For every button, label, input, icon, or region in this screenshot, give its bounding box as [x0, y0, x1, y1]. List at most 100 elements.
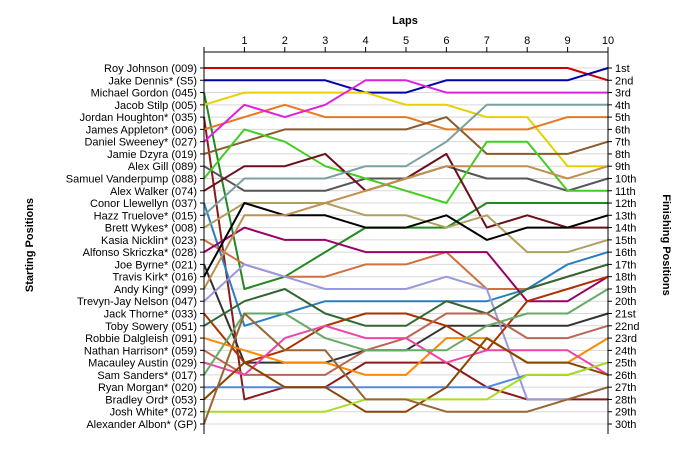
lap-tick-label: 3	[322, 35, 328, 47]
starting-label: Jamie Dzyra (019)	[107, 149, 197, 161]
series-line-18	[203, 202, 609, 278]
finishing-label: 30th	[615, 419, 636, 431]
starting-label: Jacob Stilp (005)	[114, 100, 197, 112]
starting-label: Ryan Morgan* (020)	[98, 382, 197, 394]
series-line-6	[203, 103, 608, 131]
starting-label: Travis Kirk* (016)	[112, 272, 197, 284]
series-line-10	[203, 128, 608, 204]
starting-label: James Appleton* (006)	[86, 124, 197, 136]
finishing-label: 8th	[615, 149, 630, 161]
lap-tick-label: 7	[484, 35, 490, 47]
finishing-label: 14th	[615, 223, 636, 235]
lap-tick-label: 2	[282, 35, 288, 47]
lap-tick-labels: 1 2 3 4 5 6 7 8 9 10	[241, 35, 614, 47]
finishing-label: 3rd	[615, 88, 631, 100]
lap-tick-label: 4	[363, 35, 369, 47]
starting-label: Trevyn-Jay Nelson (047)	[77, 296, 197, 308]
series-layer	[203, 67, 609, 425]
series-line-26	[203, 288, 609, 376]
axes	[200, 47, 612, 434]
starting-label: Alex Walker (074)	[110, 186, 197, 198]
series-line-16	[203, 226, 609, 303]
finishing-label: 29th	[615, 407, 636, 419]
finishing-label: 20th	[615, 296, 636, 308]
starting-label: Robbie Dalgleish (091)	[85, 333, 197, 345]
starting-label: Samuel Vanderpump (088)	[66, 173, 197, 185]
starting-label: Josh White* (072)	[110, 407, 197, 419]
series-line-19	[203, 165, 609, 290]
lap-tick-label: 1	[241, 35, 247, 47]
starting-label: Michael Gordon (045)	[91, 88, 197, 100]
grid-lines	[204, 67, 608, 425]
starting-label: Roy Johnson (009)	[104, 63, 197, 75]
starting-label: Alexander Albon* (GP)	[86, 419, 197, 431]
right-axis-title: Finishing Positions	[660, 194, 672, 295]
lap-tick-label: 8	[524, 35, 530, 47]
finishing-label: 23rd	[615, 333, 637, 345]
starting-label: Sam Sanders* (017)	[97, 370, 197, 382]
series-line-22	[203, 263, 609, 327]
finishing-label: 25th	[615, 358, 636, 370]
finishing-label: 18th	[615, 272, 636, 284]
finishing-label: 7th	[615, 137, 630, 149]
series-line-4	[203, 91, 608, 168]
finishing-label: 13th	[615, 210, 636, 222]
starting-label: Bradley Ord* (053)	[105, 394, 197, 406]
starting-position-labels: Roy Johnson (009)Jake Dennis* (S5)Michae…	[66, 63, 197, 431]
finishing-label: 27th	[615, 382, 636, 394]
series-line-25	[203, 324, 609, 376]
series-line-1	[204, 67, 609, 82]
lap-tick-label: 5	[403, 35, 409, 47]
finishing-label: 10th	[615, 173, 636, 185]
finishing-label: 15th	[615, 235, 636, 247]
starting-label: Conor Llewellyn (037)	[90, 198, 197, 210]
starting-label: Hazz Truelove* (015)	[94, 210, 197, 222]
starting-label: Jake Dennis* (S5)	[108, 75, 197, 87]
series-line-14	[203, 202, 609, 254]
series-line-24	[203, 312, 609, 376]
finishing-label: 6th	[615, 124, 630, 136]
finishing-label: 9th	[615, 161, 630, 173]
series-line-30	[203, 312, 609, 425]
finishing-label: 11th	[615, 186, 636, 198]
series-line-21	[203, 275, 609, 364]
lap-tick-label: 10	[602, 35, 614, 47]
starting-label: Nathan Harrison* (059)	[84, 345, 197, 357]
starting-label: Alex Gill (089)	[128, 161, 197, 173]
starting-label: Kasia Nicklin* (023)	[101, 235, 197, 247]
series-line-7	[203, 79, 608, 143]
finishing-label: 19th	[615, 284, 636, 296]
series-line-8	[203, 116, 609, 155]
starting-label: Macauley Austin (029)	[88, 358, 197, 370]
finishing-label: 2nd	[615, 75, 633, 87]
left-axis-title: Starting Positions	[24, 198, 36, 292]
lap-tick-label: 6	[443, 35, 449, 47]
finishing-label: 17th	[615, 259, 636, 271]
finishing-label: 12th	[615, 198, 636, 210]
finishing-label: 26th	[615, 370, 636, 382]
starting-label: Toby Sowery (051)	[105, 321, 197, 333]
series-line-13	[203, 103, 608, 217]
starting-label: Jordan Houghton* (035)	[80, 112, 197, 124]
x-axis-title: Laps	[392, 15, 418, 27]
starting-label: Daniel Sweeney* (027)	[84, 137, 197, 149]
finishing-label: 16th	[615, 247, 636, 259]
starting-label: Jack Thorne* (033)	[104, 309, 197, 321]
finishing-label: 5th	[615, 112, 630, 124]
finishing-label: 1st	[615, 63, 630, 75]
starting-label: Joe Byrne* (021)	[114, 259, 197, 271]
series-line-2	[204, 67, 609, 94]
starting-label: Alfonso Skriczka* (028)	[83, 247, 197, 259]
lap-tick-label: 9	[565, 35, 571, 47]
series-line-12	[203, 202, 609, 327]
finishing-label: 4th	[615, 100, 630, 112]
starting-label: Andy King* (099)	[114, 284, 197, 296]
series-line-28	[203, 337, 609, 413]
finishing-position-labels: 1st2nd3rd4th5th6th7th8th9th10th11th12th1…	[615, 63, 639, 431]
finishing-label: 22nd	[615, 321, 639, 333]
finishing-label: 28th	[615, 394, 636, 406]
finishing-label: 24th	[615, 345, 636, 357]
finishing-label: 21st	[615, 309, 636, 321]
series-line-20	[203, 263, 609, 401]
